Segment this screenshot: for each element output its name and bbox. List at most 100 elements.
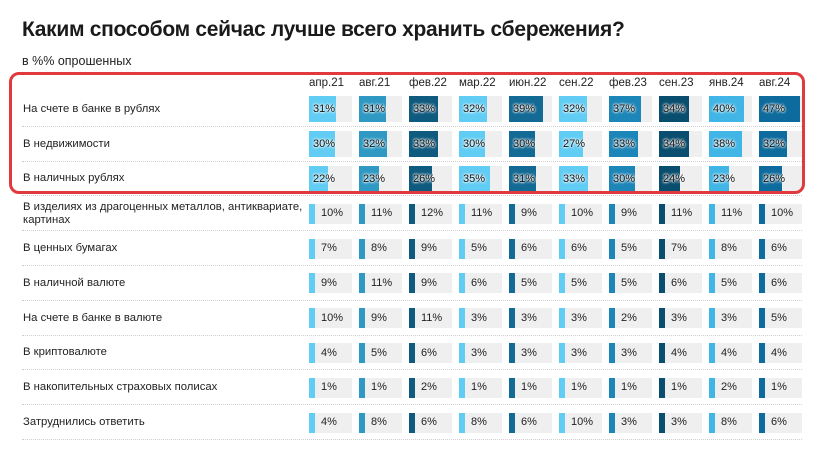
data-label: 7% xyxy=(671,242,687,255)
data-label: 26% xyxy=(413,172,436,185)
bar-track xyxy=(709,273,752,294)
data-label: 5% xyxy=(371,346,387,359)
bar-track xyxy=(409,308,452,329)
bar xyxy=(659,412,665,433)
data-label: 3% xyxy=(471,311,487,324)
bar xyxy=(459,166,490,192)
bar-track xyxy=(309,96,352,123)
bar xyxy=(659,203,665,224)
bar-track xyxy=(559,308,602,329)
bar xyxy=(659,377,665,398)
bar xyxy=(359,273,365,294)
bar-track xyxy=(509,166,552,192)
bar-track xyxy=(559,273,602,294)
data-label: 3% xyxy=(621,346,637,359)
bar-track xyxy=(459,377,502,398)
data-label: 5% xyxy=(521,276,537,289)
bar xyxy=(709,273,715,294)
data-label: 22% xyxy=(313,172,336,185)
row-separator xyxy=(22,125,802,127)
data-label: 4% xyxy=(771,346,787,359)
bar-track xyxy=(659,377,702,398)
bar-track xyxy=(459,131,502,158)
bar xyxy=(359,377,365,398)
bar xyxy=(709,131,743,158)
row-separator xyxy=(22,195,802,197)
bar xyxy=(759,238,765,259)
bar xyxy=(759,203,765,224)
bar-track xyxy=(359,166,402,192)
column-header: янв.24 xyxy=(709,77,744,89)
bar xyxy=(509,166,537,192)
data-label: 6% xyxy=(421,346,437,359)
bar-track xyxy=(759,166,802,192)
bar-track xyxy=(359,343,402,363)
bar-track xyxy=(709,412,752,433)
row-label: В наличной валюте xyxy=(23,276,126,289)
data-label: 8% xyxy=(371,242,387,255)
data-label: 1% xyxy=(771,381,787,394)
row-label: В наличных рублях xyxy=(23,172,125,185)
data-label: 8% xyxy=(371,416,387,429)
bar-track xyxy=(709,308,752,329)
bar xyxy=(409,377,415,398)
bar-track xyxy=(609,238,652,259)
data-label: 5% xyxy=(771,311,787,324)
bar-track xyxy=(309,273,352,294)
bar-track xyxy=(509,273,552,294)
bar-track xyxy=(359,131,402,158)
row-label: В недвижимости xyxy=(23,137,110,150)
data-label: 9% xyxy=(621,207,637,220)
bar xyxy=(609,412,615,433)
bar xyxy=(359,238,365,259)
bar-track xyxy=(409,131,452,158)
bar xyxy=(409,166,432,192)
data-label: 5% xyxy=(621,242,637,255)
bar xyxy=(359,308,365,329)
data-label: 3% xyxy=(621,416,637,429)
bar-track xyxy=(609,412,652,433)
data-label: 32% xyxy=(463,102,486,115)
column-header: фев.22 xyxy=(409,77,447,89)
bar-track xyxy=(609,273,652,294)
bar-track xyxy=(659,203,702,224)
bar-track xyxy=(609,203,652,224)
bar xyxy=(359,412,365,433)
bar-track xyxy=(359,412,402,433)
data-label: 6% xyxy=(771,416,787,429)
data-label: 3% xyxy=(471,346,487,359)
bar-track xyxy=(409,273,452,294)
bar-track xyxy=(309,238,352,259)
data-label: 24% xyxy=(663,172,686,185)
bar xyxy=(309,343,315,363)
bar xyxy=(709,343,715,363)
row-label: Затруднились ответить xyxy=(23,416,145,429)
data-label: 23% xyxy=(713,172,736,185)
data-label: 5% xyxy=(571,276,587,289)
bar xyxy=(509,412,515,433)
bar xyxy=(309,308,315,329)
row-label: На счете в банке в валюте xyxy=(23,311,163,324)
row-label: На счете в банке в рублях xyxy=(23,102,161,115)
bar-track xyxy=(409,203,452,224)
bar xyxy=(309,273,315,294)
bar xyxy=(709,203,715,224)
data-label: 6% xyxy=(771,276,787,289)
data-label: 9% xyxy=(371,311,387,324)
data-label: 3% xyxy=(671,311,687,324)
bar-track xyxy=(659,166,702,192)
bar-track xyxy=(559,377,602,398)
bar-track xyxy=(709,166,752,192)
bar xyxy=(659,131,689,158)
column-header: июн.22 xyxy=(509,77,547,89)
bar-track xyxy=(509,96,552,123)
bar-track xyxy=(559,96,602,123)
data-label: 47% xyxy=(763,102,786,115)
bar-track xyxy=(359,203,402,224)
data-label: 6% xyxy=(571,242,587,255)
bar xyxy=(709,377,715,398)
data-label: 10% xyxy=(321,207,344,220)
bar-track xyxy=(659,131,702,158)
data-label: 34% xyxy=(663,102,686,115)
bar xyxy=(359,131,387,158)
